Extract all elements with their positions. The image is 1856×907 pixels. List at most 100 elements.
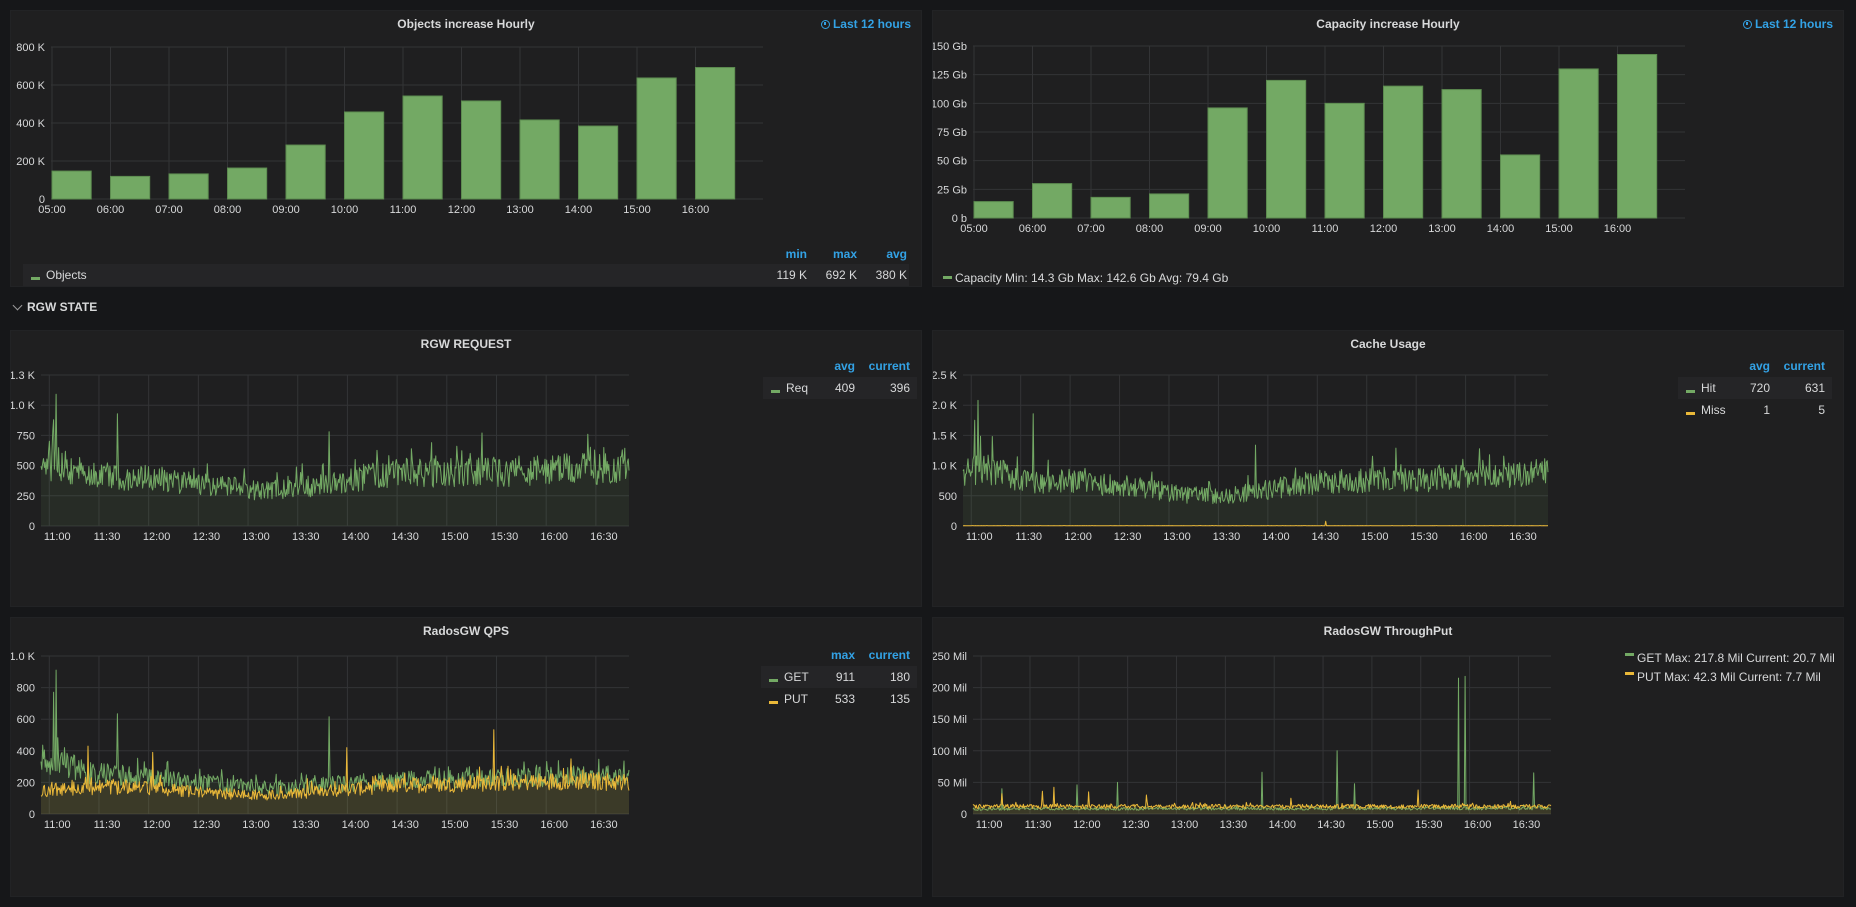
x-tick-label: 15:30 [491, 819, 519, 831]
chevron-down-icon[interactable] [12, 300, 23, 310]
series-line-hit [962, 399, 1549, 505]
legend-series-name[interactable]: Req [786, 381, 809, 395]
legend-series-name[interactable]: Hit [1701, 381, 1716, 395]
legend-avg-value: 380 K [875, 268, 907, 282]
panel-title[interactable]: Objects increase Hourly [397, 17, 535, 31]
legend-item-put[interactable]: PUT Max: 42.3 Mil Current: 7.7 Mil [1625, 667, 1835, 686]
legend-header-current[interactable]: current [868, 359, 910, 373]
y-tick-label: 75 Gb [937, 127, 967, 139]
series-color-swatch[interactable] [771, 389, 780, 393]
legend-header-avg[interactable]: avg [1749, 359, 1770, 373]
time-range-label: Last 12 hours [832, 17, 911, 31]
legend-series-name[interactable]: Objects [46, 268, 87, 282]
radosgw-throughput-legend: GET Max: 217.8 Mil Current: 20.7 Mil PUT… [1625, 648, 1835, 686]
x-tick-label: 12:30 [1114, 531, 1142, 543]
legend-item-get[interactable]: GET 911 180 [761, 666, 917, 688]
legend-item-hit[interactable]: Hit 720 631 [1678, 377, 1832, 399]
bar-1000 [344, 111, 385, 200]
series-line-req [40, 393, 630, 501]
legend-current-value: 135 [889, 692, 910, 706]
panel-title[interactable]: Capacity increase Hourly [1316, 17, 1460, 31]
y-tick-label: 50 Gb [937, 156, 967, 168]
legend-header-current[interactable]: current [1783, 359, 1825, 373]
legend-series-name[interactable]: PUT [784, 692, 808, 706]
x-tick-label: 11:00 [390, 204, 417, 216]
y-tick-label: 800 [17, 683, 35, 695]
legend-current-value: 631 [1804, 381, 1825, 395]
x-tick-label: 13:00 [242, 531, 270, 543]
legend-item-get[interactable]: GET Max: 217.8 Mil Current: 20.7 Mil [1625, 648, 1835, 667]
y-tick-label: 250 [17, 491, 35, 503]
panel-title[interactable]: Cache Usage [1350, 337, 1426, 351]
x-tick-label: 14:00 [1487, 223, 1515, 235]
bar-0500 [973, 201, 1014, 219]
legend-header-max[interactable]: max [832, 247, 857, 261]
series-color-swatch[interactable] [1686, 411, 1695, 415]
x-tick-label: 11:30 [94, 531, 121, 543]
y-tick-label: 400 [17, 746, 35, 758]
bar-1100 [1324, 102, 1365, 219]
x-tick-label: 15:30 [1410, 531, 1438, 543]
panel-title[interactable]: RadosGW ThroughPut [1323, 624, 1453, 638]
legend-current-value: 396 [889, 381, 910, 395]
row-header-rgw-state[interactable]: RGW STATE [12, 300, 98, 314]
legend-avg-value: 409 [834, 381, 855, 395]
x-tick-label: 14:30 [1317, 819, 1345, 831]
series-color-swatch[interactable] [1625, 653, 1634, 656]
rgw-request-chart: 0 250 500 750 1.0 K 1.3 K 11:00 11:30 12:00 12:30… [11, 370, 630, 543]
clock-icon [820, 19, 830, 29]
time-range-badge[interactable]: Last 12 hours [1742, 17, 1833, 31]
series-color-swatch[interactable] [1686, 389, 1695, 393]
time-range-badge[interactable]: Last 12 hours [820, 17, 911, 31]
x-tick-label: 16:30 [1509, 531, 1537, 543]
panel-title[interactable]: RadosGW QPS [422, 624, 509, 638]
y-tick-label: 200 K [16, 156, 45, 168]
y-tick-label: 100 Mil [933, 746, 967, 758]
legend-header-min[interactable]: min [785, 247, 807, 261]
x-tick-label: 16:00 [540, 531, 568, 543]
capacity-legend[interactable]: Capacity Min: 14.3 Gb Max: 142.6 Gb Avg:… [943, 271, 1228, 285]
x-tick-label: 15:00 [441, 819, 469, 831]
panel-rgw-request: RGW REQUEST 0 250 500 750 1.0 K 1.3 K 11:00 11:… [10, 330, 922, 607]
legend-item-put[interactable]: PUT 533 135 [761, 688, 917, 710]
legend-header-avg[interactable]: avg [834, 359, 855, 373]
x-tick-label: 15:00 [1361, 531, 1389, 543]
y-tick-label: 0 [29, 809, 35, 821]
x-tick-label: 10:00 [1253, 223, 1281, 235]
x-tick-label: 14:30 [1312, 531, 1340, 543]
x-tick-label: 07:00 [1077, 223, 1105, 235]
x-tick-label: 16:00 [1464, 819, 1492, 831]
legend-header-current[interactable]: current [868, 648, 910, 662]
series-color-swatch[interactable] [31, 276, 40, 280]
legend-series-name[interactable]: GET [784, 670, 809, 684]
legend-item-miss[interactable]: Miss 1 5 [1678, 399, 1832, 421]
series-color-swatch[interactable] [769, 700, 778, 704]
x-tick-label: 16:00 [1460, 531, 1488, 543]
x-tick-label: 13:00 [242, 819, 270, 831]
clock-icon [1742, 19, 1752, 29]
cache-usage-legend: avg current Hit 720 631 Miss 1 5 [1678, 359, 1832, 421]
x-tick-label: 12:00 [143, 531, 171, 543]
x-tick-label: 14:00 [342, 531, 370, 543]
x-tick-label: 13:00 [1171, 819, 1199, 831]
row-title: RGW STATE [27, 300, 98, 314]
y-tick-label: 0 [951, 521, 957, 533]
x-tick-label: 11:30 [1025, 819, 1052, 831]
x-tick-label: 13:30 [292, 819, 320, 831]
x-tick-label: 14:00 [1268, 819, 1296, 831]
legend-header-avg[interactable]: avg [886, 247, 907, 261]
legend-item-objects[interactable]: Objects 119 K 692 K 380 K [23, 264, 909, 286]
series-color-swatch[interactable] [769, 678, 778, 682]
y-tick-label: 750 [17, 430, 35, 442]
x-tick-label: 06:00 [1019, 223, 1047, 235]
legend-item-req[interactable]: Req 409 396 [763, 377, 917, 399]
y-tick-label: 150 Gb [933, 41, 967, 53]
series-color-swatch[interactable] [943, 276, 952, 279]
y-tick-label: 200 [17, 777, 35, 789]
series-area-put [41, 729, 629, 814]
panel-title[interactable]: RGW REQUEST [420, 337, 512, 351]
bar-1000 [1266, 79, 1307, 219]
series-color-swatch[interactable] [1625, 672, 1634, 675]
legend-header-max[interactable]: max [830, 648, 855, 662]
legend-series-name[interactable]: Miss [1701, 403, 1726, 417]
